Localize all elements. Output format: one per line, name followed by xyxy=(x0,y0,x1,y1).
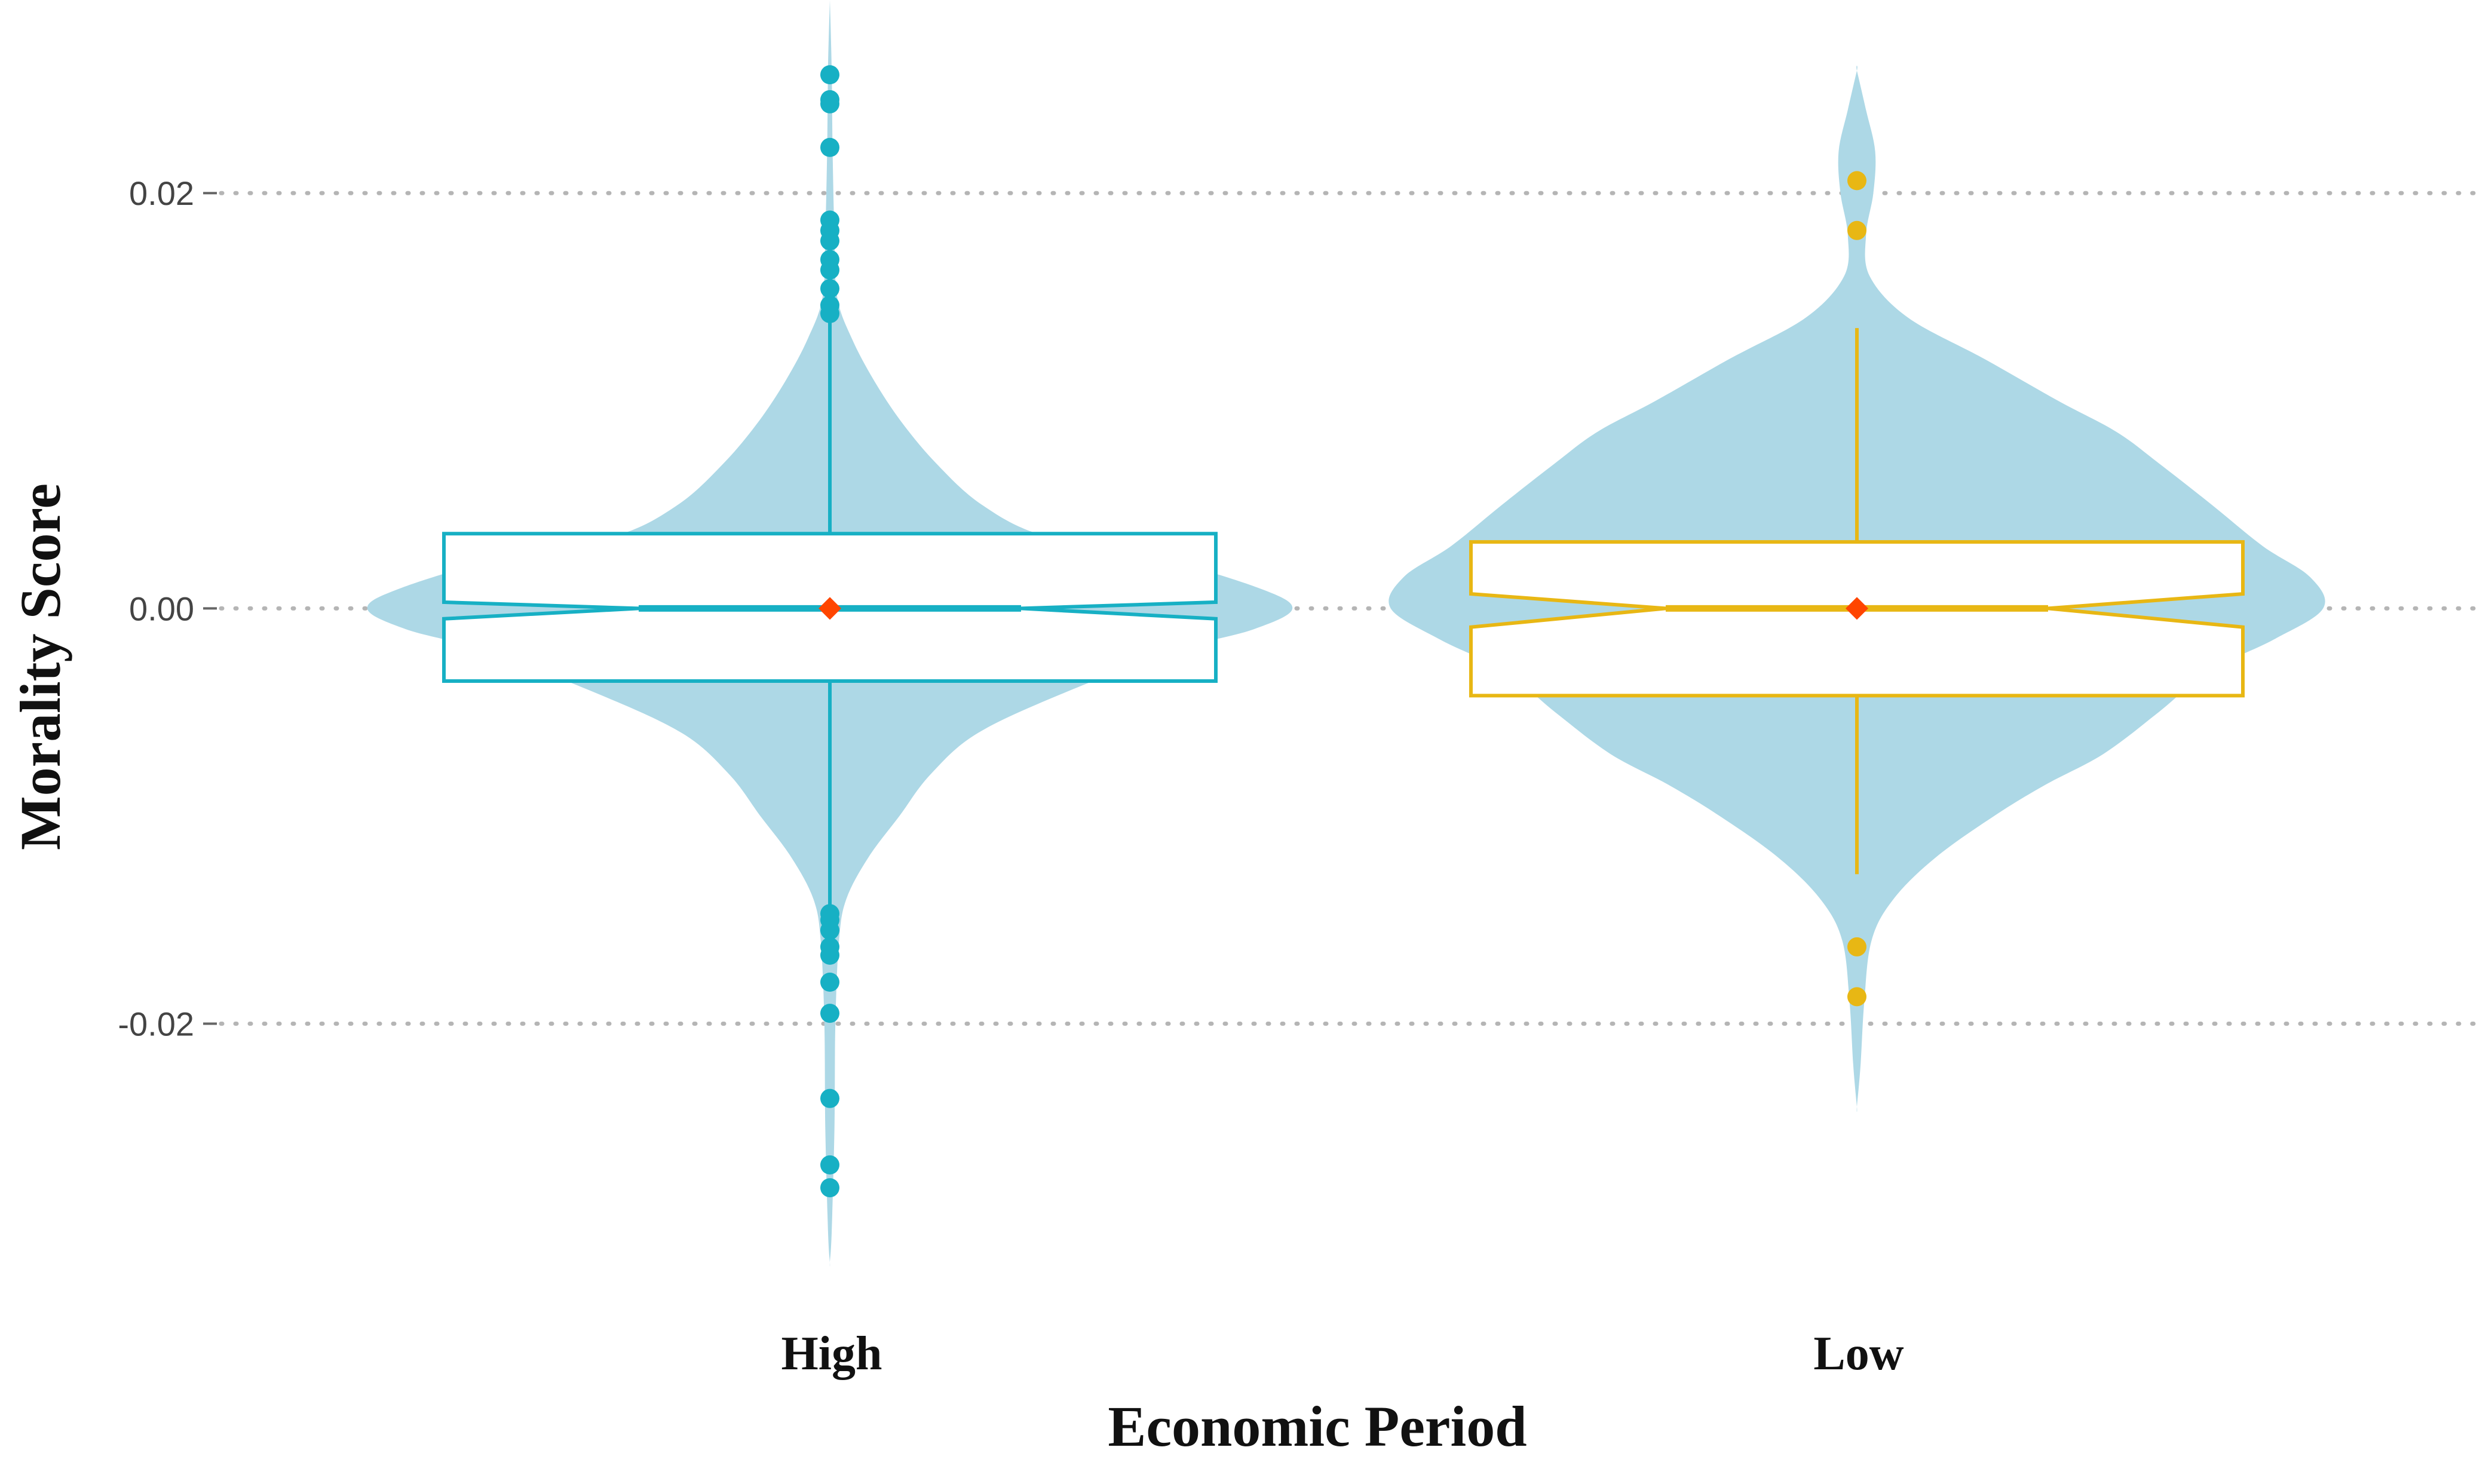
outlier-point xyxy=(820,1178,839,1198)
x-category-label: Low xyxy=(1813,1327,1904,1380)
y-tick-label: -0.02 xyxy=(118,1005,194,1043)
y-axis-title: Morality Score xyxy=(8,483,72,850)
outlier-point xyxy=(820,973,839,992)
outlier-point xyxy=(820,231,839,251)
outlier-point xyxy=(1847,171,1866,191)
outlier-point xyxy=(820,1155,839,1175)
outlier-point xyxy=(1847,987,1866,1007)
outlier-point xyxy=(820,94,839,114)
outlier-point xyxy=(1847,937,1866,956)
outlier-point xyxy=(820,1089,839,1108)
outlier-point xyxy=(820,945,839,965)
outlier-point xyxy=(820,137,839,157)
y-tick-label: 0.00 xyxy=(129,590,194,627)
mean-marker xyxy=(1846,597,1868,620)
outlier-point xyxy=(820,279,839,299)
x-axis-title: Economic Period xyxy=(1108,1394,1527,1458)
outlier-point xyxy=(820,1004,839,1023)
outlier-point xyxy=(820,921,839,940)
outlier-point xyxy=(820,65,839,85)
x-category-label: High xyxy=(781,1327,882,1380)
outlier-point xyxy=(1847,220,1866,240)
violin-groups xyxy=(367,0,2325,1267)
outlier-point xyxy=(820,260,839,280)
y-tick-label: 0.02 xyxy=(129,174,194,212)
x-axis-categories: High Low xyxy=(781,1327,1904,1380)
y-axis-ticks: 0.02 0.00 -0.02 xyxy=(118,174,217,1043)
outlier-point xyxy=(820,303,839,323)
group-low xyxy=(1388,65,2325,1112)
group-high xyxy=(367,0,1293,1267)
mean-marker xyxy=(819,597,841,620)
